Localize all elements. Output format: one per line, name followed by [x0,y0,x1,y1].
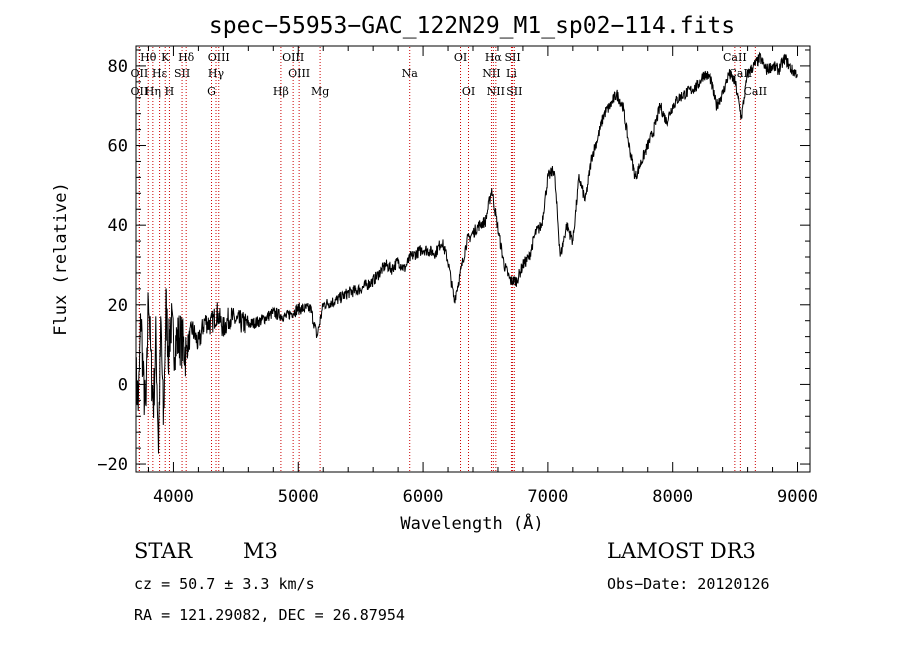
y-tick-label-1: 0 [118,375,128,395]
x-tick-label-1: 5000 [278,487,319,507]
line-label-7: SII [174,67,190,80]
x-tick-label-5: 9000 [777,487,818,507]
y-tick-label-2: 20 [108,296,128,316]
line-label-23: Li [506,67,517,80]
line-label-18: OI [462,85,475,98]
line-label-1: OII [131,67,149,80]
spectrum-series [135,51,798,454]
spectrum-line-0 [135,51,798,454]
line-label-25: CaII [723,51,747,64]
x-tick-label-3: 7000 [527,487,568,507]
line-label-9: OIII [208,51,230,64]
line-label-19: Hα [485,51,503,64]
line-label-6: H [165,85,175,98]
y-tick-label-5: 80 [108,57,128,77]
line-label-22: SII [504,51,520,64]
line-label-14: Hβ [273,85,289,98]
y-tick-label-0: −20 [97,455,128,475]
obs-date-text: Obs−Date: 20120126 [607,575,770,593]
x-tick-label-0: 4000 [153,487,194,507]
axis-tick-labels: 4000 5000 6000 7000 8000 9000 −20 0 20 40 60 80 [97,57,818,507]
object-subclass: M3 [243,539,278,563]
line-label-15: Mg [311,85,329,98]
line-label-16: Na [402,67,419,80]
line-label-3: Hε [152,67,168,80]
y-tick-label-4: 60 [108,137,128,157]
axis-ticks [136,46,810,472]
line-label-13: OIII [288,67,310,80]
line-label-2: OII [131,85,149,98]
line-label-8: Hδ [178,51,195,64]
line-label-12: OIII [282,51,304,64]
y-axis-label: Flux (relative) [51,182,71,336]
line-label-5: K [161,51,170,64]
line-label-10: Hγ [208,67,225,80]
line-label-0: Hθ [140,51,157,64]
line-label-17: OI [454,51,467,64]
survey-label: LAMOST DR3 [607,539,756,563]
plot-frame [135,45,811,473]
x-tick-label-4: 8000 [652,487,693,507]
line-label-21: NII [487,85,505,98]
line-label-27: CaII [743,85,767,98]
object-class: STAR [134,539,193,563]
line-label-11: G [207,85,216,98]
x-tick-label-2: 6000 [403,487,444,507]
y-tick-label-3: 40 [108,216,128,236]
chart-title: spec−55953−GAC_122N29_M1_sp02−114.fits [209,13,735,39]
x-axis-label: Wavelength (Å) [400,512,543,534]
line-label-24: SII [506,85,522,98]
line-label-4: Hη [145,85,161,98]
coords-text: RA = 121.29082, DEC = 26.87954 [134,606,405,624]
line-label-20: NII [482,67,500,80]
redshift-text: cz = 50.7 ± 3.3 km/s [134,575,315,593]
